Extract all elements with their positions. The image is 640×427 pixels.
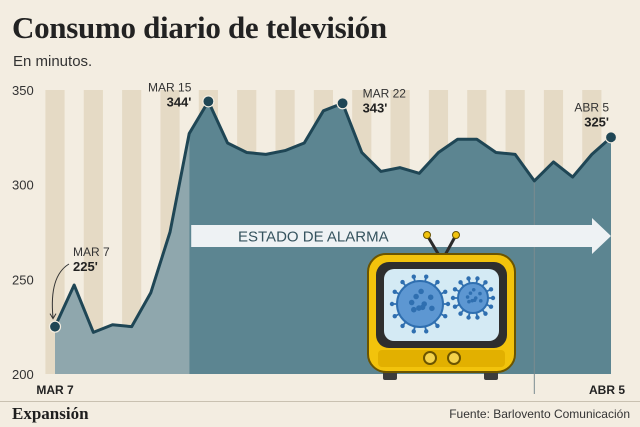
tv-icon <box>367 231 516 380</box>
area-pre-alarm <box>55 133 190 374</box>
y-tick-label: 250 <box>12 272 34 287</box>
footer-divider <box>0 401 640 402</box>
x-axis: MAR 7 ABR 5 <box>36 383 625 397</box>
stripe <box>122 90 142 374</box>
data-points <box>48 95 618 333</box>
virus-icon <box>450 276 496 320</box>
y-axis: 200 250 300 350 <box>12 83 34 382</box>
data-point <box>48 320 62 333</box>
data-point <box>202 95 215 108</box>
alarm-arrow <box>191 218 611 254</box>
alarm-band: ESTADO DE ALARMA <box>191 218 611 254</box>
annotation-date: MAR 15 <box>148 80 192 94</box>
y-tick-label: 350 <box>12 83 34 98</box>
source-note: Fuente: Barlovento Comunicación <box>449 407 630 421</box>
annotation-value: 225' <box>73 259 98 274</box>
x-tick-label: ABR 5 <box>589 383 625 397</box>
x-tick-label: MAR 7 <box>36 383 74 397</box>
stripe <box>45 90 65 374</box>
series-path <box>53 99 612 334</box>
y-tick-label: 300 <box>12 178 34 193</box>
annotation-date: MAR 7 <box>73 245 110 259</box>
virus-icon <box>389 274 451 334</box>
annotation-value: 325' <box>584 114 609 129</box>
alarm-label: ESTADO DE ALARMA <box>238 229 389 246</box>
annotation-value: 343' <box>363 100 388 115</box>
annotation-date: MAR 22 <box>363 86 407 100</box>
data-point <box>604 131 618 144</box>
annotation-value: 344' <box>167 94 192 109</box>
series-line <box>53 99 612 334</box>
data-point <box>336 97 349 110</box>
annotation-pointer <box>51 263 70 318</box>
annotation-arrowhead <box>49 313 57 320</box>
brand-logo: Expansión <box>12 404 89 423</box>
chart-title: Consumo diario de televisión <box>12 10 387 45</box>
annotation-date: ABR 5 <box>574 100 609 114</box>
stripe <box>83 90 103 374</box>
y-tick-label: 200 <box>12 367 34 382</box>
chart-subtitle: En minutos. <box>13 53 93 70</box>
